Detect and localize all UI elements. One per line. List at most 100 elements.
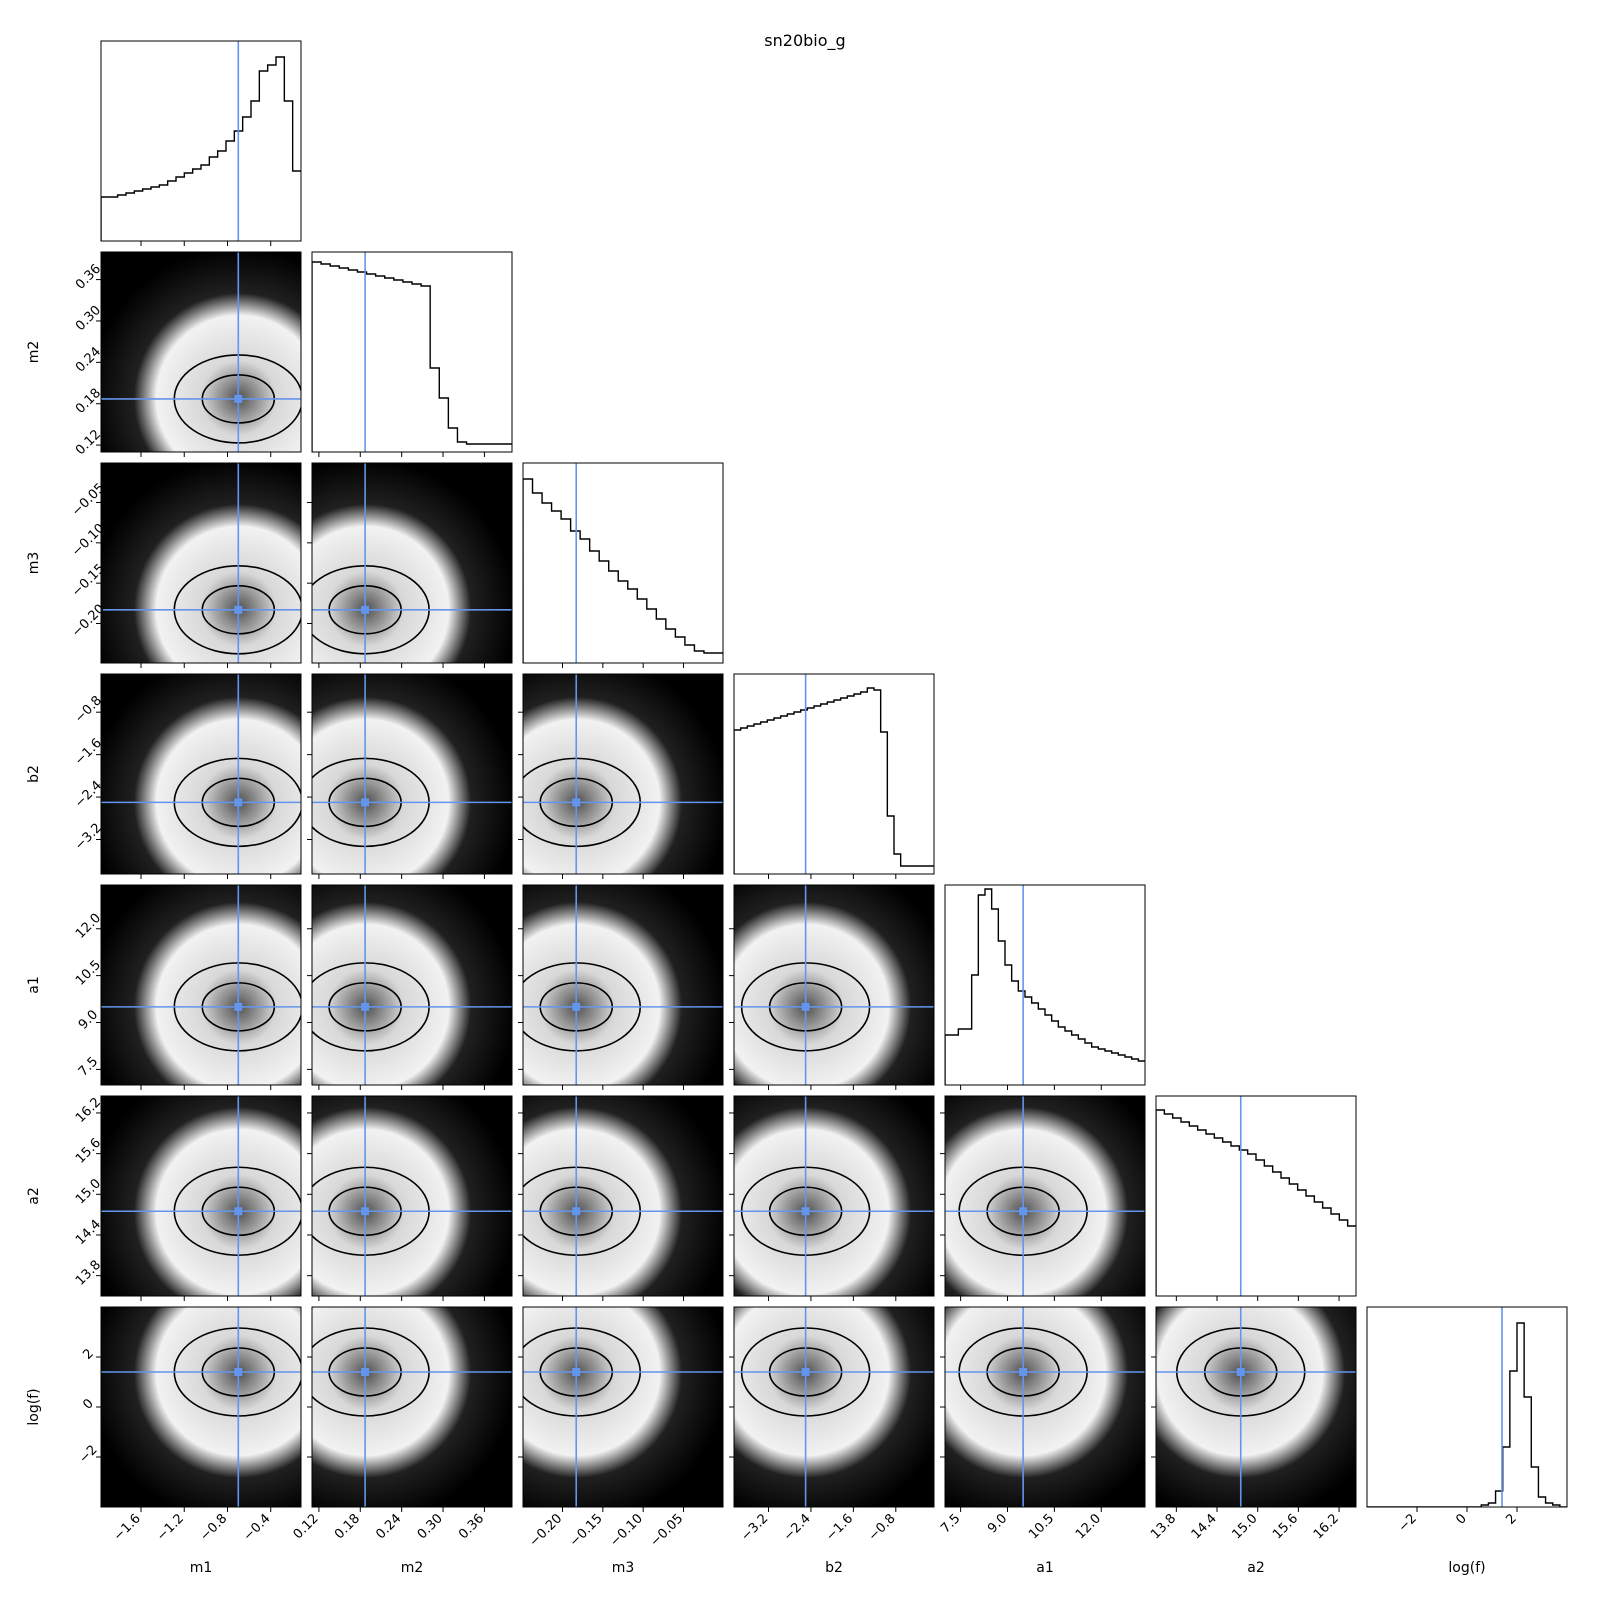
panel-m1-log(f): −1.6 −1.2 −0.8 −0.4 −2 0 2 [76,1306,302,1544]
panel-m3-log(f): −0.20 −0.15 −0.10 −0.05 [518,1306,724,1550]
y-tick-label-m2: 0.36 [73,262,104,293]
truth-marker [572,798,581,807]
histogram-b2 [734,687,934,874]
truth-marker [801,1002,810,1011]
density-shading [945,1096,1145,1296]
x-tick-label-m1: −1.6 [111,1511,144,1544]
x-tick-label-m2: 0.12 [291,1511,322,1542]
truth-marker [234,1002,243,1011]
truth-marker [1019,1368,1028,1376]
panel-frame [733,884,935,1086]
x-tick-label-a1: 9.0 [985,1511,1010,1536]
y-tick-label-m2: 0.18 [73,386,104,417]
x-tick-label-m1: −0.8 [197,1511,230,1544]
panel-frame [311,1095,513,1297]
y-axis-label-m3: m3 [26,552,42,575]
density-shading [101,674,301,874]
panel-b2-b2 [733,673,935,879]
truth-marker [572,1368,581,1376]
x-axis-label-m2: m2 [401,1560,424,1576]
y-tick-label-a1: 10.5 [73,958,104,989]
panel-frame [311,673,513,875]
x-tick-label-a2: 13.8 [1148,1511,1179,1542]
panel-a2-a2 [1155,1095,1357,1301]
panel-frame [1366,1306,1568,1508]
x-axis-label-log(f): log(f) [1448,1560,1485,1576]
x-tick-label-m2: 0.36 [456,1511,487,1542]
x-tick-label-m1: −0.4 [241,1511,274,1544]
panel-frame [100,884,302,1086]
y-tick-label-m2: 0.12 [73,427,104,458]
y-tick-label-m2: 0.30 [73,303,104,334]
truth-marker [234,605,243,614]
histogram-m2 [312,261,512,452]
histogram-a2 [1156,1109,1356,1296]
x-tick-label-m2: 0.30 [415,1511,446,1542]
x-tick-label-a2: 14.4 [1189,1511,1220,1542]
panel-frame [733,673,935,875]
chart-title: sn20bio_g [764,31,845,51]
density-shading [101,252,301,452]
y-axis-label-log(f): log(f) [26,1388,42,1425]
density-shading [101,1096,301,1296]
panel-frame [100,251,302,453]
truth-marker [1019,1207,1028,1216]
panel-frame [100,40,302,242]
y-tick-label-a2: 15.0 [73,1176,104,1207]
x-tick-label-b2: −3.2 [738,1511,771,1544]
panel-a1-log(f): 7.5 9.0 10.5 12.0 [938,1306,1146,1542]
panel-frame [1155,1095,1357,1297]
panel-frame [522,884,724,1086]
truth-marker [234,394,243,403]
y-tick-label-a1: 12.0 [73,911,104,942]
density-shading [312,674,512,874]
x-tick-label-m2: 0.24 [373,1511,404,1542]
panel-frame [311,251,513,453]
y-tick-label-m2: 0.24 [73,344,104,375]
panel-m1-b2: −3.2 −2.4 −1.6 −0.8 [72,673,302,879]
histogram-a1 [945,888,1145,1085]
y-tick-label-a1: 7.5 [76,1054,101,1079]
truth-marker [234,798,243,807]
panel-frame [311,462,513,664]
x-axis-label-b2: b2 [825,1560,843,1576]
x-tick-label-a1: 7.5 [938,1511,963,1536]
panel-frame [944,1095,1146,1297]
x-tick-label-b2: −1.6 [823,1511,856,1544]
y-tick-label-a1: 9.0 [76,1007,101,1032]
panel-frame [311,884,513,1086]
panel-m2-a1 [307,884,513,1090]
density-shading [734,885,934,1085]
x-tick-label-m1: −1.2 [154,1511,187,1544]
truth-marker [801,1207,810,1216]
truth-marker [361,1368,370,1376]
panel-frame [733,1095,935,1297]
x-tick-label-m3: −0.15 [567,1511,606,1550]
x-tick-label-a2: 15.0 [1229,1511,1260,1542]
panel-m3-m3 [522,462,724,668]
x-tick-label-b2: −0.8 [866,1511,899,1544]
panel-m1-a2: 13.8 14.4 15.0 15.6 16.2 [73,1095,302,1301]
density-shading [312,1096,512,1296]
density-shading [101,463,301,663]
density-shading [523,1307,723,1507]
panel-m3-b2 [518,673,724,879]
truth-marker [361,1207,370,1216]
panel-frame [522,462,724,664]
truth-marker [234,1368,243,1376]
x-tick-label-m3: −0.05 [648,1511,687,1550]
y-axis-label-a1: a1 [26,976,42,994]
panel-frame [100,673,302,875]
density-shading [312,885,512,1085]
panel-a2-log(f): 13.8 14.4 15.0 15.6 16.2 [1148,1306,1357,1542]
y-axis-label-a2: a2 [26,1187,42,1205]
panel-b2-a2 [729,1095,935,1301]
density-shading [523,885,723,1085]
panel-a1-a1 [944,884,1146,1090]
panel-m2-m3 [307,462,513,668]
truth-marker [234,1207,243,1216]
y-tick-label-b2: −0.8 [72,693,105,726]
y-tick-label-a2: 15.6 [73,1136,104,1167]
panel-frame [522,1095,724,1297]
x-tick-label-m3: −0.20 [527,1511,566,1550]
